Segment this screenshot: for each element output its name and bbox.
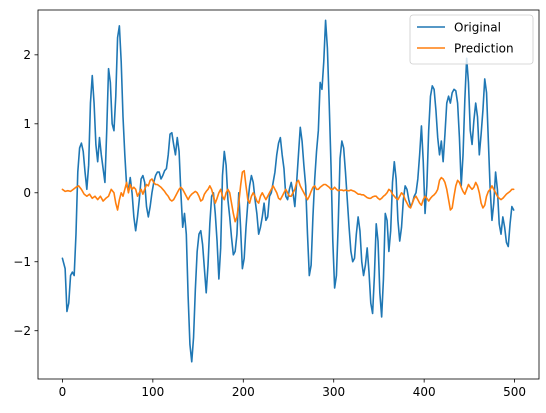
y-tick-label: 2 <box>23 48 31 62</box>
x-tick-label: 200 <box>232 385 255 399</box>
legend: Original Prediction <box>409 14 534 65</box>
y-tick-label: 0 <box>23 186 31 200</box>
x-axis: 0 100 200 300 400 500 <box>59 379 526 399</box>
x-tick-label: 0 <box>59 385 67 399</box>
series-group <box>61 19 515 363</box>
x-tick-label: 400 <box>413 385 436 399</box>
y-tick-label: −2 <box>13 324 31 338</box>
x-tick-label: 500 <box>503 385 526 399</box>
y-axis: −2 −1 0 1 2 <box>13 48 38 338</box>
x-tick-label: 300 <box>322 385 345 399</box>
y-tick-label: −1 <box>13 255 31 269</box>
axes-frame <box>37 9 540 380</box>
series-line-prediction <box>61 169 515 223</box>
x-tick-label: 100 <box>141 385 164 399</box>
y-tick-label: 1 <box>23 117 31 131</box>
legend-label-original: Original <box>454 21 501 35</box>
legend-label-prediction: Prediction <box>454 42 514 56</box>
